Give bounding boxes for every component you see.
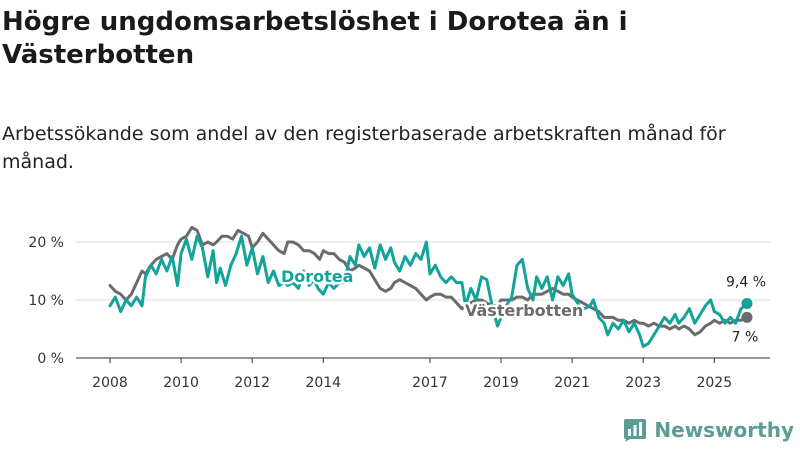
y-axis: 0 % 10 % 20 % bbox=[28, 235, 64, 367]
x-tick-label: 2008 bbox=[92, 375, 128, 391]
series-lines bbox=[108, 226, 753, 348]
chart-title: Högre ungdomsarbetslöshet i Dorotea än i… bbox=[2, 7, 628, 70]
series-label-vasterbotten-halo: Västerbotten bbox=[465, 301, 583, 320]
series-label-vasterbotten: Västerbotten bbox=[465, 301, 583, 320]
y-tick-label: 10 % bbox=[28, 293, 64, 309]
x-axis: 2008 2010 2012 2014 2017 2019 2021 2023 2025 bbox=[76, 357, 770, 391]
end-label-dorotea: 9,4 % bbox=[726, 274, 766, 290]
end-label-vasterbotten: 7 % bbox=[732, 329, 759, 345]
end-label-dorotea-halo: 9,4 % bbox=[726, 274, 766, 290]
x-tick-label: 2021 bbox=[554, 375, 590, 391]
series-line-dorotea bbox=[108, 234, 749, 348]
x-tick-label: 2010 bbox=[163, 375, 199, 391]
y-tick-label: 20 % bbox=[28, 235, 64, 251]
x-tick-label: 2017 bbox=[412, 375, 448, 391]
end-point-vasterbotten bbox=[741, 311, 753, 323]
chart-subtitle: Arbetssökande som andel av den registerb… bbox=[2, 123, 726, 173]
x-tick-label: 2014 bbox=[305, 375, 341, 391]
brand-name: Newsworthy bbox=[654, 418, 794, 442]
series-labels: DoroteaDoroteaVästerbottenVästerbotten9,… bbox=[279, 265, 769, 348]
end-label-vasterbotten-halo: 7 % bbox=[732, 329, 759, 345]
y-tick-label: 0 % bbox=[37, 351, 64, 367]
series-label-dorotea: Dorotea bbox=[281, 267, 353, 286]
x-tick-label: 2025 bbox=[696, 375, 732, 391]
series-label-dorotea-halo: Dorotea bbox=[281, 267, 353, 286]
series-line-vasterbotten bbox=[108, 226, 749, 337]
x-tick-label: 2019 bbox=[483, 375, 519, 391]
x-tick-label: 2023 bbox=[625, 375, 661, 391]
bar-chart-icon bbox=[624, 419, 647, 442]
x-tick-label: 2012 bbox=[234, 375, 270, 391]
newsworthy-logo: Newsworthy bbox=[622, 416, 794, 444]
grid-lines bbox=[76, 241, 770, 301]
end-point-dorotea bbox=[741, 297, 753, 309]
